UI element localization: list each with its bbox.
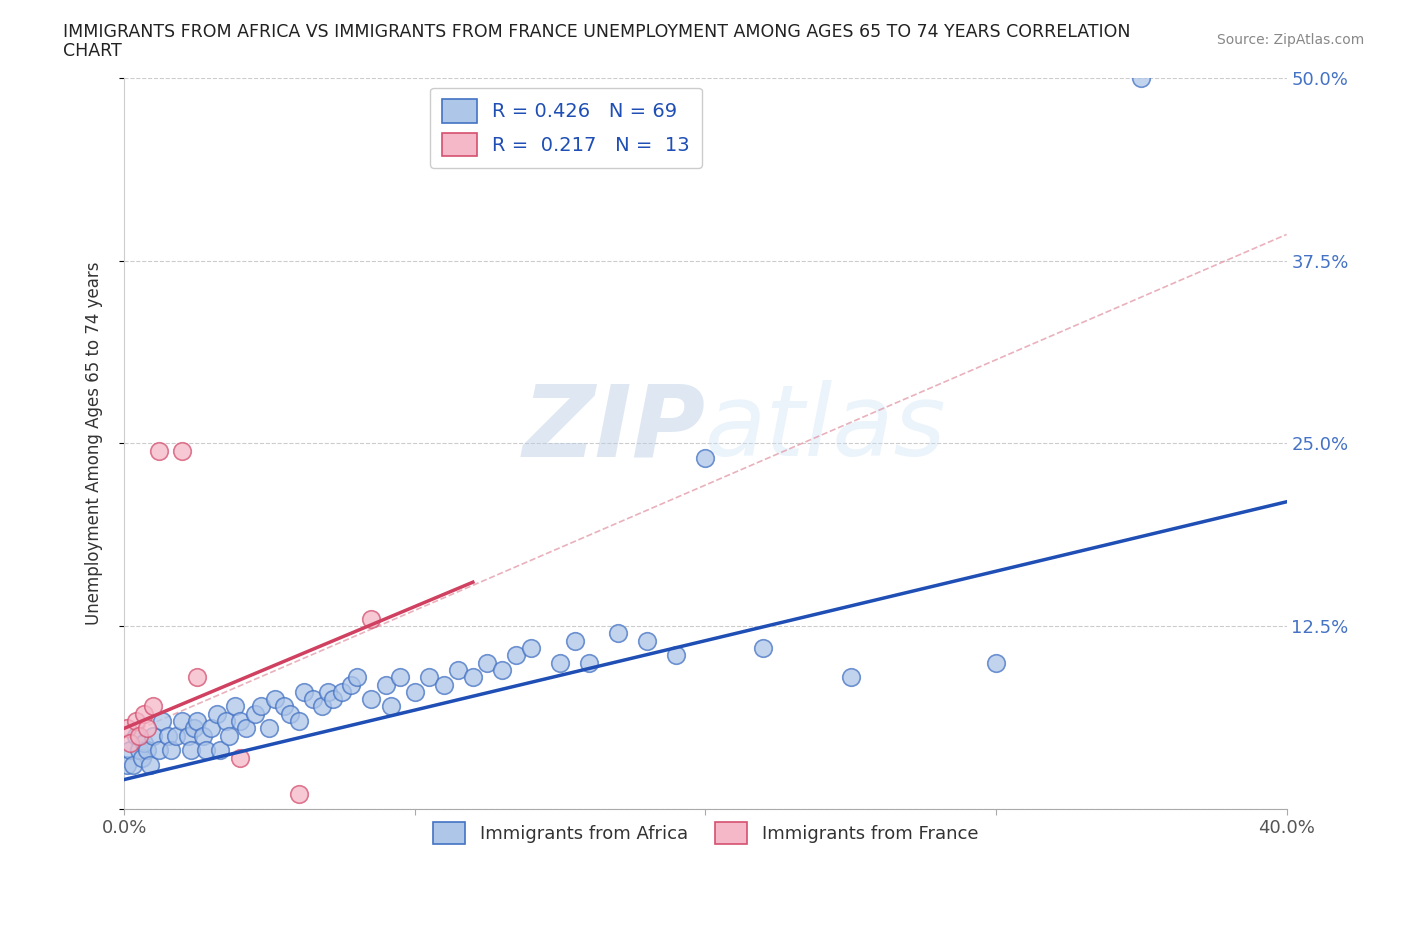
Point <box>330 684 353 699</box>
Point <box>1130 71 1153 86</box>
Point <box>115 721 138 736</box>
Point <box>984 655 1007 670</box>
Point <box>380 699 402 714</box>
Point <box>564 633 586 648</box>
Point <box>186 713 208 728</box>
Point <box>418 670 440 684</box>
Point <box>224 699 246 714</box>
Point <box>374 677 396 692</box>
Point <box>695 450 717 465</box>
Point <box>177 728 200 743</box>
Text: ZIP: ZIP <box>523 380 706 477</box>
Point <box>159 743 181 758</box>
Point <box>311 699 333 714</box>
Point <box>316 684 339 699</box>
Point <box>148 743 170 758</box>
Point <box>273 699 295 714</box>
Text: Source: ZipAtlas.com: Source: ZipAtlas.com <box>1216 33 1364 46</box>
Point <box>215 713 238 728</box>
Point <box>139 758 162 773</box>
Point <box>346 670 368 684</box>
Point <box>183 721 205 736</box>
Point <box>752 641 775 656</box>
Point <box>322 692 344 707</box>
Point <box>125 713 148 728</box>
Point <box>264 692 287 707</box>
Point <box>665 648 688 663</box>
Point <box>118 736 141 751</box>
Point <box>148 444 170 458</box>
Point <box>128 743 150 758</box>
Point <box>340 677 363 692</box>
Point <box>477 655 499 670</box>
Point <box>121 758 143 773</box>
Point <box>136 743 159 758</box>
Point <box>150 713 173 728</box>
Point <box>404 684 426 699</box>
Point <box>131 751 153 765</box>
Point <box>491 662 513 677</box>
Point <box>360 611 382 626</box>
Point <box>128 728 150 743</box>
Point <box>218 728 240 743</box>
Point <box>249 699 271 714</box>
Point <box>607 626 630 641</box>
Point <box>287 787 309 802</box>
Point <box>208 743 231 758</box>
Point <box>186 670 208 684</box>
Point <box>548 655 571 670</box>
Point <box>292 684 315 699</box>
Point <box>172 444 194 458</box>
Point <box>461 670 484 684</box>
Point <box>360 692 382 707</box>
Point <box>839 670 862 684</box>
Point <box>142 699 165 714</box>
Legend: Immigrants from Africa, Immigrants from France: Immigrants from Africa, Immigrants from … <box>426 815 986 851</box>
Point <box>200 721 222 736</box>
Point <box>287 713 309 728</box>
Point <box>136 721 159 736</box>
Point <box>194 743 217 758</box>
Point <box>191 728 214 743</box>
Point <box>156 728 179 743</box>
Point <box>278 706 301 721</box>
Point <box>229 713 252 728</box>
Point <box>302 692 325 707</box>
Point <box>447 662 470 677</box>
Point <box>243 706 266 721</box>
Text: CHART: CHART <box>63 42 122 60</box>
Point <box>142 728 165 743</box>
Y-axis label: Unemployment Among Ages 65 to 74 years: Unemployment Among Ages 65 to 74 years <box>86 261 103 625</box>
Point <box>578 655 600 670</box>
Point <box>389 670 412 684</box>
Point <box>433 677 456 692</box>
Point <box>134 706 156 721</box>
Point <box>205 706 228 721</box>
Point <box>180 743 202 758</box>
Point <box>505 648 527 663</box>
Point <box>520 641 543 656</box>
Point <box>118 743 141 758</box>
Point <box>172 713 194 728</box>
Point <box>134 736 156 751</box>
Point <box>636 633 658 648</box>
Point <box>235 721 257 736</box>
Point <box>259 721 281 736</box>
Point <box>115 758 138 773</box>
Point <box>165 728 187 743</box>
Point <box>125 728 148 743</box>
Text: atlas: atlas <box>706 380 948 477</box>
Point <box>229 751 252 765</box>
Text: IMMIGRANTS FROM AFRICA VS IMMIGRANTS FROM FRANCE UNEMPLOYMENT AMONG AGES 65 TO 7: IMMIGRANTS FROM AFRICA VS IMMIGRANTS FRO… <box>63 23 1130 41</box>
